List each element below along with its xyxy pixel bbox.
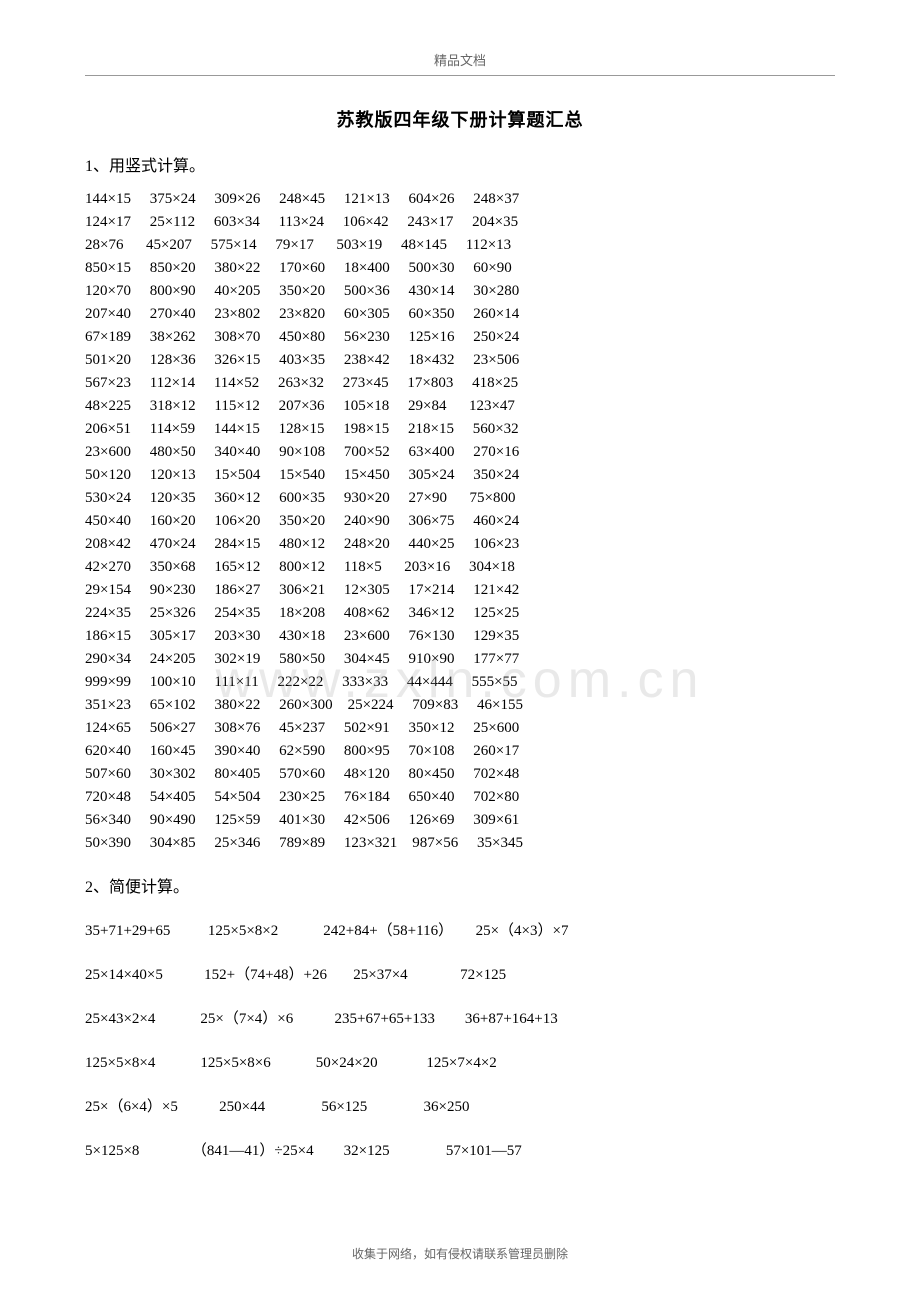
vertical-calc-block: 144×15 375×24 309×26 248×45 121×13 604×2…	[85, 188, 835, 855]
header-label: 精品文档	[85, 50, 835, 75]
document-page: 精品文档 苏教版四年级下册计算题汇总 1、用竖式计算。 144×15 375×2…	[0, 0, 920, 1213]
footer-text: 收集于网络，如有侵权请联系管理员删除	[0, 1245, 920, 1262]
section2-heading: 2、简便计算。	[85, 873, 835, 897]
simple-calc-block: 35+71+29+65 125×5×8×2 242+84+（58+116） 25…	[85, 909, 835, 1173]
document-title: 苏教版四年级下册计算题汇总	[85, 106, 835, 132]
header-divider	[85, 75, 835, 76]
section1-heading: 1、用竖式计算。	[85, 152, 835, 176]
